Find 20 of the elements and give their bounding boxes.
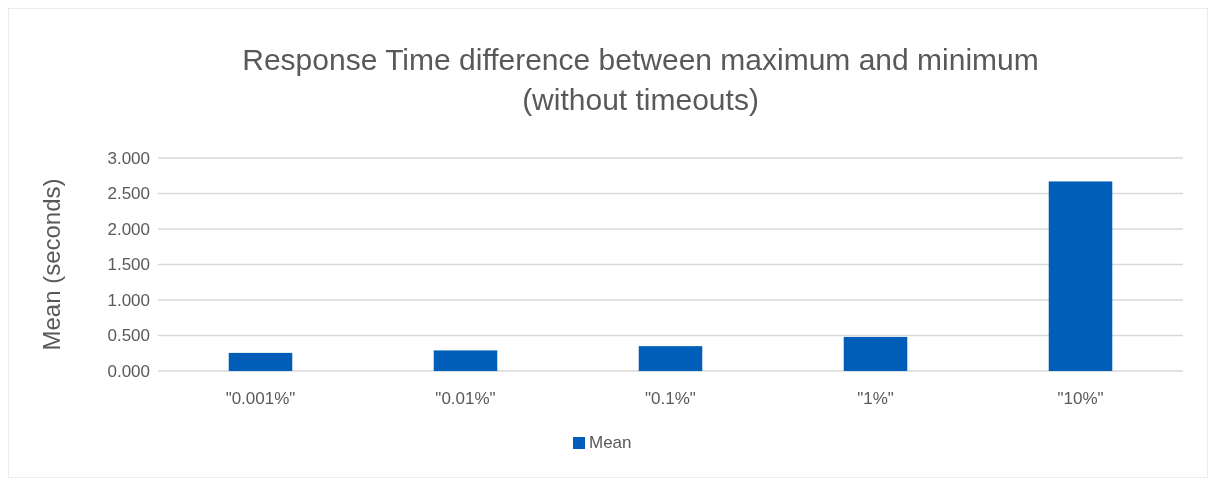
bar	[1048, 181, 1113, 371]
x-tick-label: "1%"	[857, 389, 894, 408]
x-tick-label: "0.01%"	[435, 389, 496, 408]
x-tick-label: "10%"	[1057, 389, 1104, 408]
bar	[843, 336, 908, 371]
y-axis-title: Mean (seconds)	[38, 178, 65, 351]
chart-title: Response Time difference between maximum and minimum (without timeouts)	[242, 43, 1039, 116]
bar	[228, 352, 293, 371]
x-tick-label: "0.1%"	[645, 389, 696, 408]
y-tick-label: 2.500	[107, 184, 150, 204]
y-tick-label: 1.000	[107, 290, 150, 310]
y-tick-label: 1.500	[107, 255, 150, 275]
y-tick-label: 2.000	[107, 219, 150, 239]
y-tick-label: 0.000	[107, 361, 150, 381]
y-tick-label: 3.000	[107, 148, 150, 168]
bar	[433, 350, 498, 371]
y-tick-label: 0.500	[107, 326, 150, 346]
x-tick-label: "0.001%"	[225, 389, 296, 408]
legend-label: Mean	[589, 433, 632, 452]
bar	[638, 346, 703, 371]
